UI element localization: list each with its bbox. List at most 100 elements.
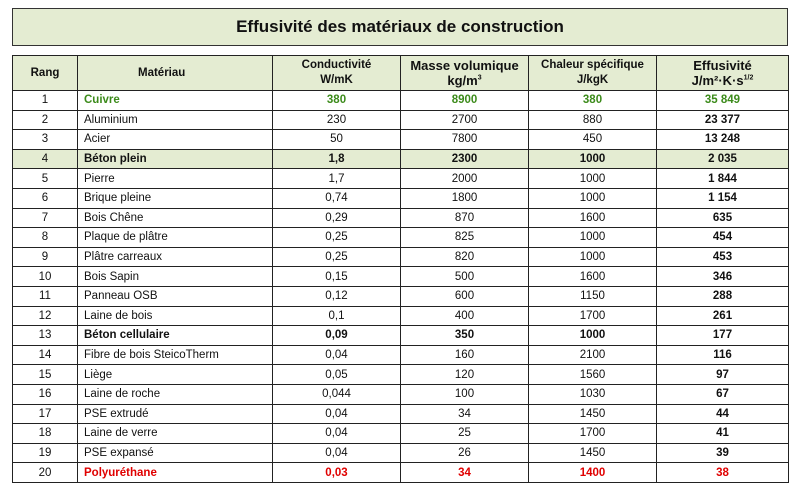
cell-materiau: Béton cellulaire xyxy=(77,325,273,346)
table-header-row: Rang Matériau Conductivité W/mK Masse vo… xyxy=(12,55,789,91)
cell-chaleur-specifique: 1700 xyxy=(528,423,657,444)
page-title: Effusivité des matériaux de construction xyxy=(12,8,788,46)
cell-rang: 3 xyxy=(12,129,78,150)
table-row: 12 Laine de bois 0,1 400 1700 261 xyxy=(12,305,789,327)
col-header-effusivite-unit: J/m²·K·s1/2 xyxy=(663,73,782,88)
col-header-effusivite-unit-base: J/m²·K·s xyxy=(691,73,744,88)
cell-effusivite: 453 xyxy=(656,246,789,268)
cell-materiau: Aluminium xyxy=(77,109,273,131)
cell-rang: 4 xyxy=(12,148,78,170)
cell-effusivite: 177 xyxy=(656,325,789,346)
cell-materiau: Laine de verre xyxy=(77,423,273,444)
cell-chaleur-specifique: 1560 xyxy=(528,364,657,385)
col-header-conductivite-label: Conductivité xyxy=(301,59,372,71)
table-row: 6 Brique pleine 0,74 1800 1000 1 154 xyxy=(12,187,789,209)
cell-conductivite: 0,04 xyxy=(272,344,401,366)
cell-conductivite: 230 xyxy=(272,109,401,131)
cell-effusivite: 35 849 xyxy=(656,90,789,111)
cell-conductivite: 1,7 xyxy=(272,168,401,189)
cell-chaleur-specifique: 1030 xyxy=(528,383,657,405)
cell-chaleur-specifique: 1400 xyxy=(528,462,657,483)
table-row: 4 Béton plein 1,8 2300 1000 2 035 xyxy=(12,148,789,170)
cell-masse-volumique: 160 xyxy=(400,344,529,366)
cell-masse-volumique: 25 xyxy=(400,423,529,444)
cell-rang: 15 xyxy=(12,364,78,385)
cell-materiau: Polyuréthane xyxy=(77,462,273,483)
cell-materiau: Panneau OSB xyxy=(77,285,273,307)
cell-chaleur-specifique: 1000 xyxy=(528,246,657,268)
cell-masse-volumique: 870 xyxy=(400,207,529,229)
cell-chaleur-specifique: 1000 xyxy=(528,148,657,170)
col-header-effusivite: Effusivité J/m²·K·s1/2 xyxy=(656,55,789,91)
col-header-masse-unit-base: kg/m xyxy=(447,73,478,88)
cell-rang: 19 xyxy=(12,442,78,464)
cell-chaleur-specifique: 1000 xyxy=(528,187,657,209)
cell-effusivite: 13 248 xyxy=(656,129,789,150)
table-row: 2 Aluminium 230 2700 880 23 377 xyxy=(12,109,789,131)
cell-masse-volumique: 2300 xyxy=(400,148,529,170)
cell-effusivite: 261 xyxy=(656,305,789,327)
cell-conductivite: 0,25 xyxy=(272,227,401,248)
cell-rang: 8 xyxy=(12,227,78,248)
col-header-effusivite-unit-exp: 1/2 xyxy=(743,74,754,82)
cell-chaleur-specifique: 1600 xyxy=(528,266,657,287)
cell-conductivite: 0,05 xyxy=(272,364,401,385)
table-row: 10 Bois Sapin 0,15 500 1600 346 xyxy=(12,266,789,287)
cell-effusivite: 1 154 xyxy=(656,187,789,209)
cell-rang: 17 xyxy=(12,403,78,425)
table-row: 5 Pierre 1,7 2000 1000 1 844 xyxy=(12,168,789,189)
cell-materiau: Pierre xyxy=(77,168,273,189)
cell-conductivite: 0,04 xyxy=(272,423,401,444)
cell-effusivite: 288 xyxy=(656,285,789,307)
cell-materiau: Liège xyxy=(77,364,273,385)
cell-materiau: Brique pleine xyxy=(77,187,273,209)
cell-rang: 18 xyxy=(12,423,78,444)
col-header-chaleur-label: Chaleur spécifique xyxy=(541,59,644,71)
cell-conductivite: 1,8 xyxy=(272,148,401,170)
cell-rang: 16 xyxy=(12,383,78,405)
cell-materiau: PSE extrudé xyxy=(77,403,273,425)
cell-rang: 12 xyxy=(12,305,78,327)
cell-rang: 9 xyxy=(12,246,78,268)
table-row: 16 Laine de roche 0,044 100 1030 67 xyxy=(12,383,789,405)
cell-chaleur-specifique: 880 xyxy=(528,109,657,131)
cell-chaleur-specifique: 2100 xyxy=(528,344,657,366)
cell-conductivite: 50 xyxy=(272,129,401,150)
cell-effusivite: 67 xyxy=(656,383,789,405)
cell-masse-volumique: 2000 xyxy=(400,168,529,189)
cell-conductivite: 0,29 xyxy=(272,207,401,229)
cell-materiau: Acier xyxy=(77,129,273,150)
col-header-masse-unit-exp: 3 xyxy=(477,74,482,82)
cell-rang: 5 xyxy=(12,168,78,189)
cell-effusivite: 39 xyxy=(656,442,789,464)
col-header-effusivite-label: Effusivité xyxy=(693,58,752,73)
cell-chaleur-specifique: 1450 xyxy=(528,442,657,464)
cell-chaleur-specifique: 1000 xyxy=(528,325,657,346)
cell-masse-volumique: 100 xyxy=(400,383,529,405)
cell-conductivite: 380 xyxy=(272,90,401,111)
table-row: 11 Panneau OSB 0,12 600 1150 288 xyxy=(12,285,789,307)
cell-conductivite: 0,25 xyxy=(272,246,401,268)
cell-conductivite: 0,12 xyxy=(272,285,401,307)
cell-effusivite: 38 xyxy=(656,462,789,483)
cell-conductivite: 0,09 xyxy=(272,325,401,346)
table-row: 17 PSE extrudé 0,04 34 1450 44 xyxy=(12,403,789,425)
cell-rang: 1 xyxy=(12,90,78,111)
cell-rang: 13 xyxy=(12,325,78,346)
cell-materiau: Bois Chêne xyxy=(77,207,273,229)
cell-effusivite: 454 xyxy=(656,227,789,248)
cell-effusivite: 97 xyxy=(656,364,789,385)
table-row: 1 Cuivre 380 8900 380 35 849 xyxy=(12,90,789,111)
table-row: 20 Polyuréthane 0,03 34 1400 38 xyxy=(12,462,789,483)
table-row: 14 Fibre de bois SteicoTherm 0,04 160 2100 11… xyxy=(12,344,789,366)
cell-conductivite: 0,03 xyxy=(272,462,401,483)
cell-masse-volumique: 120 xyxy=(400,364,529,385)
cell-masse-volumique: 600 xyxy=(400,285,529,307)
cell-effusivite: 23 377 xyxy=(656,109,789,131)
table-row: 7 Bois Chêne 0,29 870 1600 635 xyxy=(12,207,789,229)
cell-materiau: Laine de roche xyxy=(77,383,273,405)
cell-rang: 10 xyxy=(12,266,78,287)
table-row: 9 Plâtre carreaux 0,25 820 1000 453 xyxy=(12,246,789,268)
cell-conductivite: 0,15 xyxy=(272,266,401,287)
cell-rang: 2 xyxy=(12,109,78,131)
